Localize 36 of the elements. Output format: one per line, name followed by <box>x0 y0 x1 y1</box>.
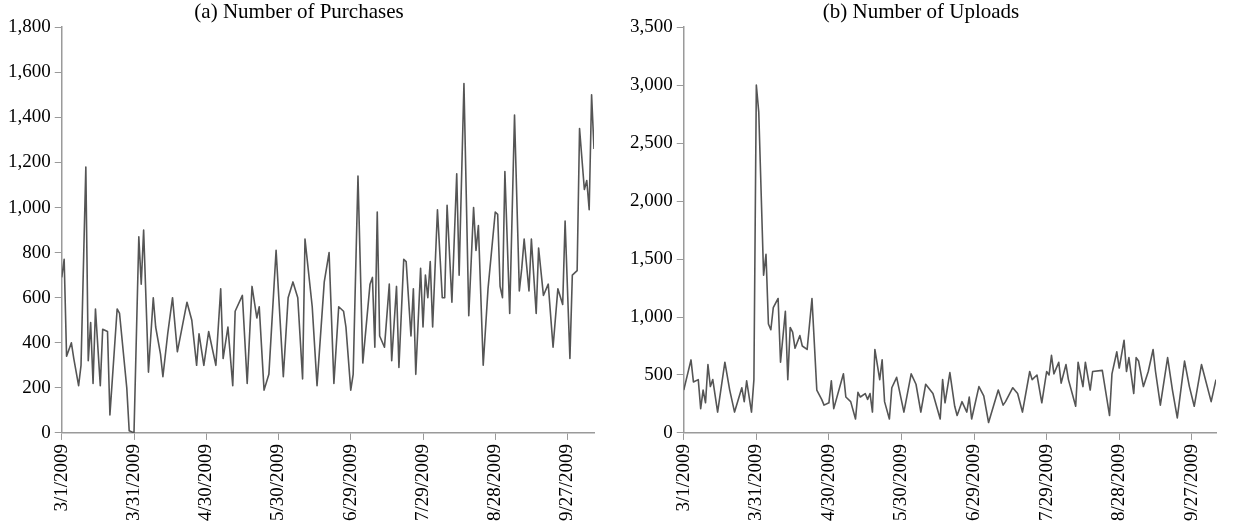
y-tick-label: 600 <box>22 285 51 307</box>
x-tick-label: 3/31/2009 <box>121 443 143 521</box>
chart-title: (a) Number of Purchases <box>194 0 404 24</box>
x-tick-label: 5/30/2009 <box>266 443 288 521</box>
x-tick-label: 3/1/2009 <box>671 443 693 512</box>
x-tick-label: 8/28/2009 <box>483 443 505 521</box>
x-tick-label: 6/29/2009 <box>962 443 984 521</box>
y-tick-label: 500 <box>644 362 673 384</box>
x-tick-label: 7/29/2009 <box>1034 443 1056 521</box>
x-tick-label: 6/29/2009 <box>338 443 360 521</box>
x-tick-label: 9/27/2009 <box>1179 443 1201 521</box>
x-tick-label: 8/28/2009 <box>1107 443 1129 521</box>
y-tick-label: 0 <box>663 420 673 442</box>
y-tick-label: 400 <box>22 330 51 352</box>
y-tick-label: 1,500 <box>630 247 673 269</box>
y-tick-label: 3,000 <box>630 73 673 95</box>
x-tick-label: 4/30/2009 <box>194 443 216 521</box>
x-tick-label: 4/30/2009 <box>816 443 838 521</box>
y-tick-label: 1,800 <box>8 15 51 37</box>
y-tick-label: 800 <box>22 240 51 262</box>
x-tick-label: 7/29/2009 <box>410 443 432 521</box>
x-tick-label: 5/30/2009 <box>889 443 911 521</box>
y-tick-label: 1,000 <box>630 305 673 326</box>
chart-title: (b) Number of Uploads <box>822 0 1020 24</box>
y-tick-label: 1,200 <box>8 150 51 172</box>
x-tick-label: 9/27/2009 <box>555 443 577 521</box>
y-tick-label: 3,500 <box>630 15 673 37</box>
y-tick-label: 2,000 <box>630 189 673 211</box>
x-tick-label: 3/31/2009 <box>744 443 766 521</box>
y-tick-label: 0 <box>41 420 51 442</box>
y-tick-label: 1,000 <box>8 195 51 217</box>
y-tick-label: 200 <box>22 375 51 397</box>
y-tick-label: 1,400 <box>8 105 51 127</box>
x-tick-label: 3/1/2009 <box>49 443 71 512</box>
y-tick-label: 2,500 <box>630 131 673 153</box>
y-tick-label: 1,600 <box>8 60 51 82</box>
